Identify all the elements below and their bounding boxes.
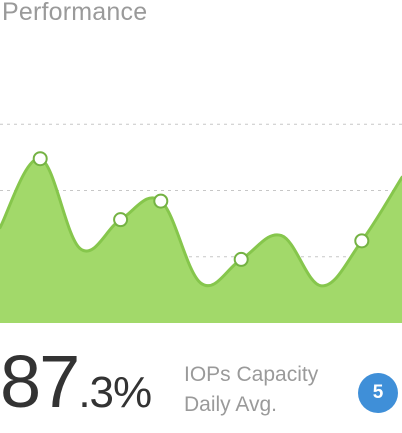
chart-markers [32,151,370,267]
metric-label-line-1: IOPs Capacity [184,363,319,386]
chart-point-5 [354,233,370,249]
metric-value: 87.3% [0,340,152,423]
metric-label: IOPs Capacity Daily Avg. [184,360,318,420]
metric-badge: 5 [358,373,398,413]
chart-point-1 [32,151,48,167]
chart-point-2 [113,212,129,228]
metric-value-big: 87 [0,340,80,423]
page-title: Performance [2,0,148,26]
metric-value-small: .3% [78,368,152,417]
chart-point-3 [153,193,169,209]
metric-label-line-2: Daily Avg. [184,393,277,416]
performance-chart [0,123,402,323]
chart-line [0,157,402,288]
chart-point-4 [233,251,249,267]
chart-area [0,158,402,323]
